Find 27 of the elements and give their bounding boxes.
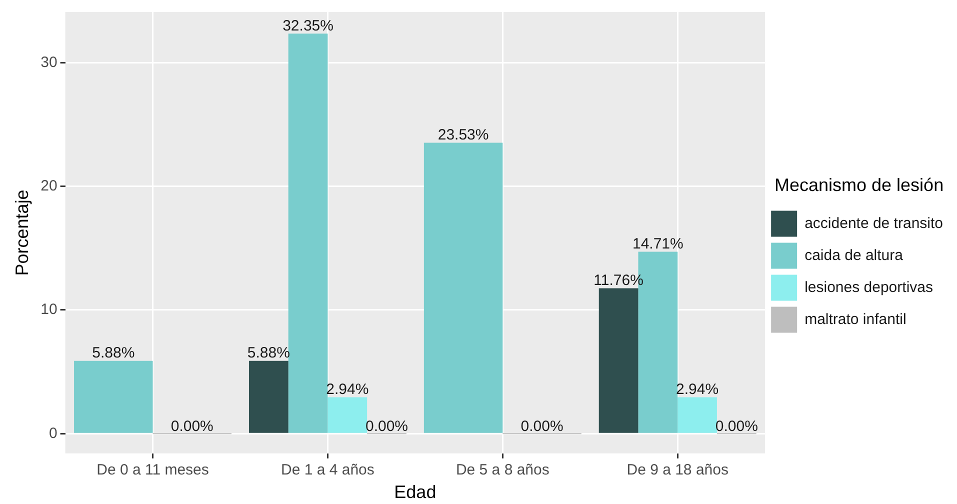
- data-label: 14.71%: [632, 235, 684, 252]
- x-tick-label: De 1 a 4 años: [281, 462, 374, 479]
- data-label: 5.88%: [92, 344, 135, 362]
- legend-label: caida de altura: [804, 246, 904, 264]
- data-label: 2.94%: [676, 380, 719, 398]
- y-axis-title: Porcentaje: [12, 190, 32, 276]
- x-axis-title: Edad: [394, 482, 436, 502]
- legend-title: Mecanismo de lesión: [774, 175, 944, 196]
- legend-label: lesiones deportivas: [804, 278, 933, 296]
- legend-label: accidente de transito: [804, 214, 943, 232]
- x-tick-label: De 0 a 11 meses: [96, 462, 209, 479]
- y-tick-label: 30: [40, 54, 58, 71]
- x-tick-label: De 9 a 18 años: [626, 462, 728, 479]
- data-label: 0.00%: [520, 418, 564, 435]
- data-label: 5.88%: [247, 344, 290, 362]
- y-tick-label: 10: [40, 301, 58, 318]
- data-label: 11.76%: [594, 272, 644, 289]
- x-tick-label: De 5 a 8 años: [456, 462, 550, 479]
- data-label: 32.35%: [282, 17, 334, 34]
- y-tick-label: 0: [48, 424, 58, 442]
- data-label: 0.00%: [170, 418, 214, 435]
- y-tick-label: 20: [40, 177, 58, 194]
- data-label: 0.00%: [715, 418, 758, 435]
- data-label: 23.53%: [438, 126, 489, 144]
- legend-label: maltrato infantil: [804, 310, 906, 328]
- data-label: 2.94%: [326, 380, 369, 398]
- data-label: 0.00%: [365, 418, 408, 435]
